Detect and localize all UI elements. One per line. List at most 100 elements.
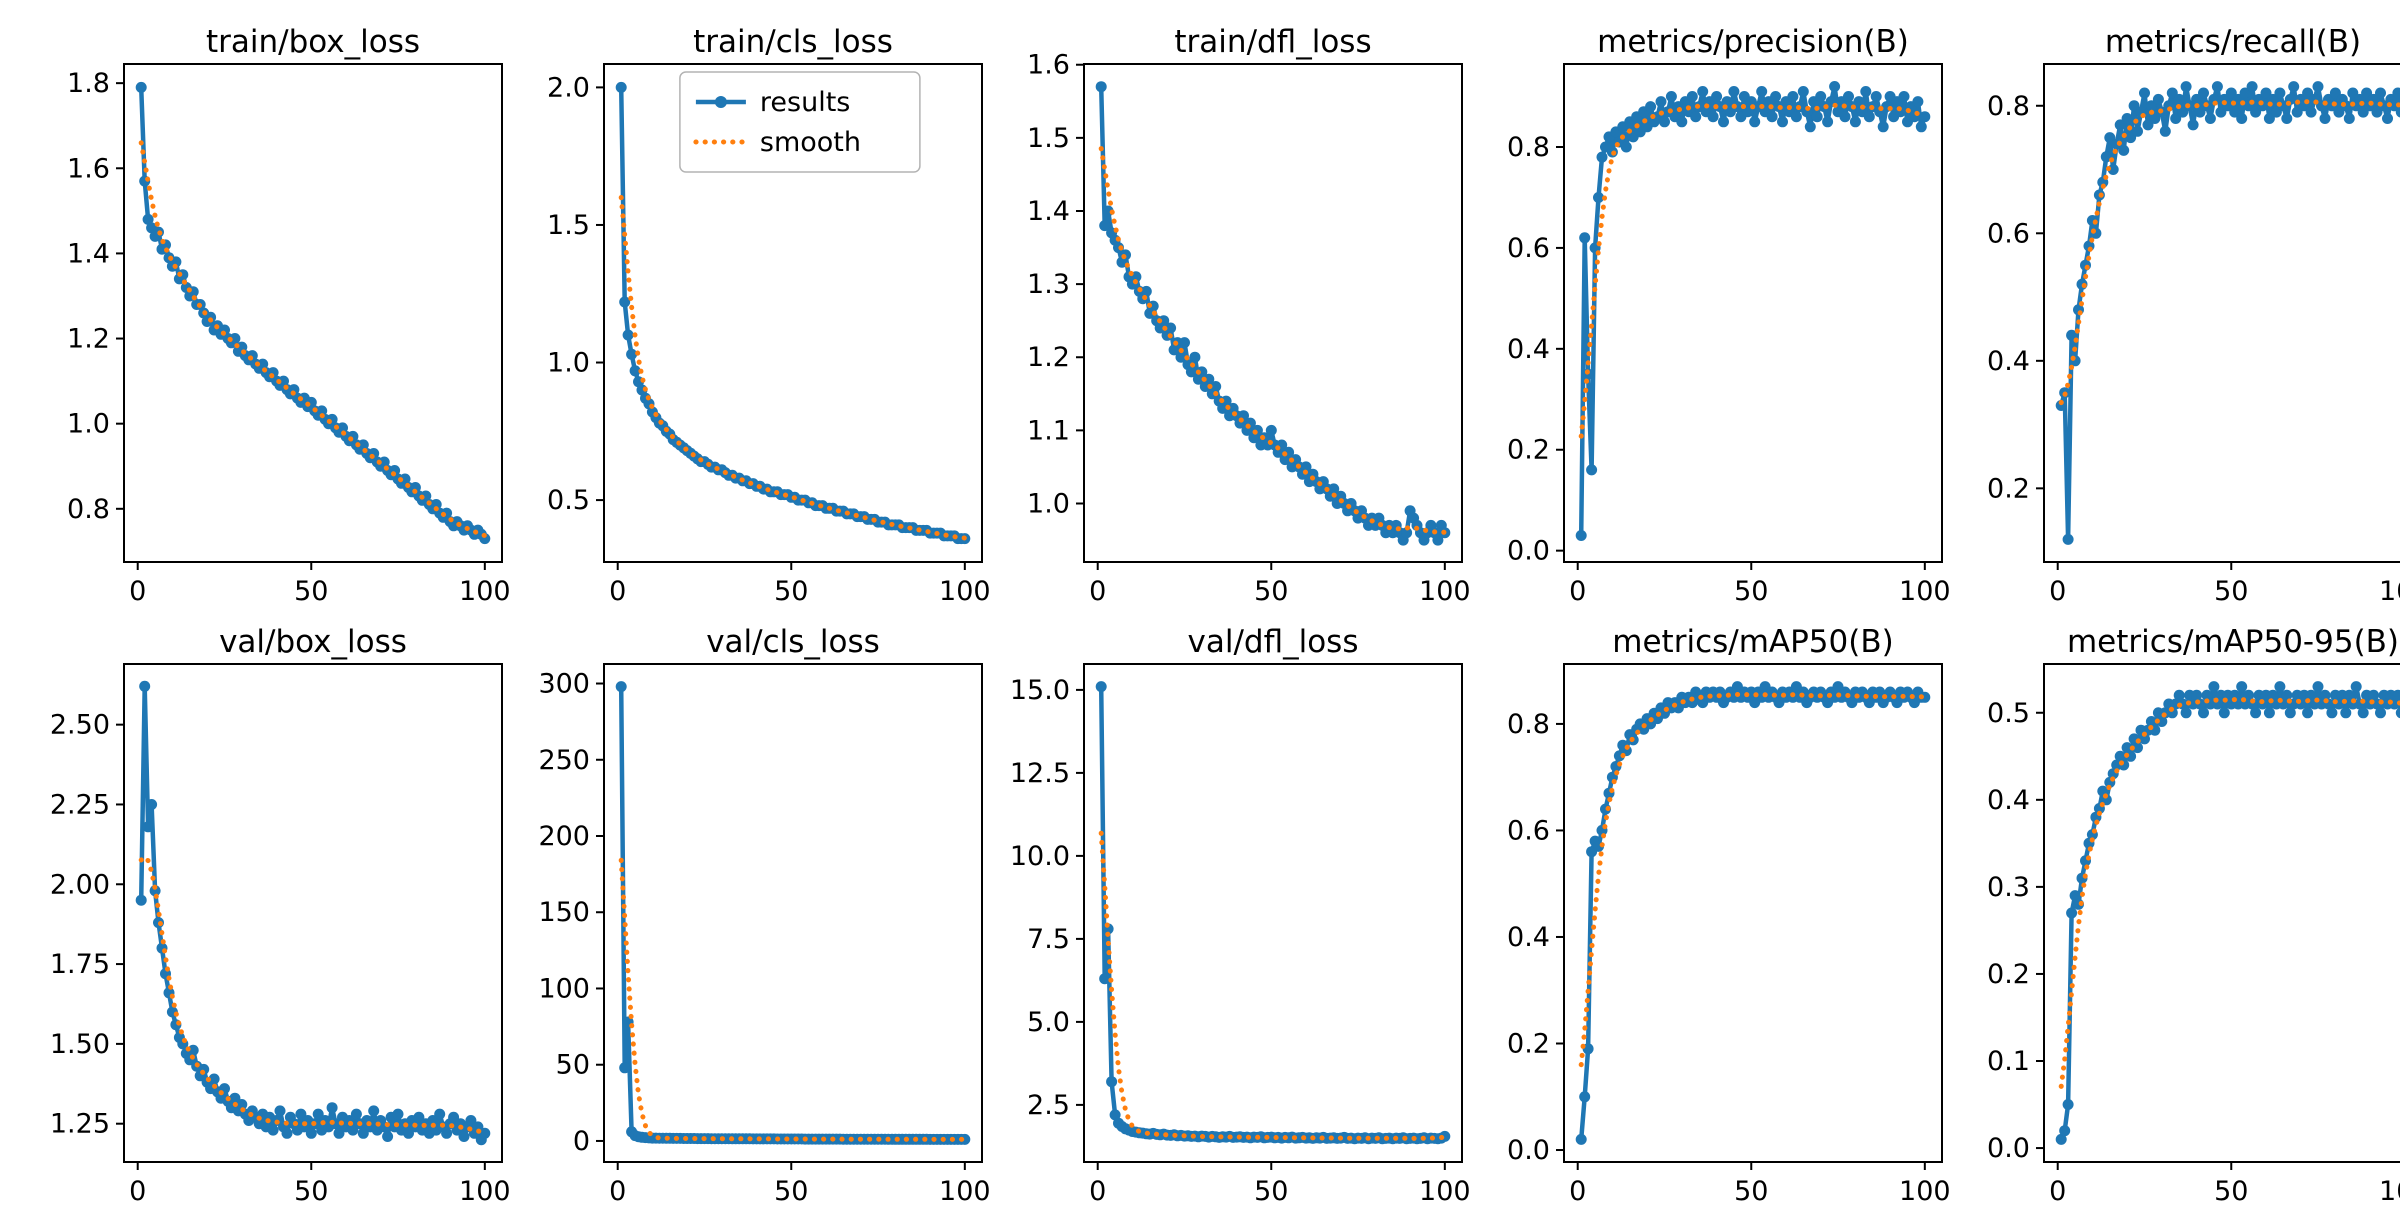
plot-canvas-8: 0 50 100 0.0 0.2 0.4 0.6 0.8: [1507, 663, 1951, 1207]
y-tick-label: 0.6: [1987, 218, 2030, 249]
y-tick-label: 0.0: [1507, 536, 1550, 567]
y-tick-label: 1.3: [1027, 269, 1070, 300]
x-tick-label: 50: [1254, 576, 1288, 607]
y-tick-label: 1.2: [67, 324, 110, 355]
x-axis-ticks: 0 50 100: [609, 1162, 991, 1207]
x-tick-label: 100: [459, 1176, 511, 1207]
x-tick-label: 0: [129, 1176, 146, 1207]
y-tick-label: 0.2: [1507, 1028, 1550, 1059]
y-tick-label: 15.0: [1010, 675, 1070, 706]
y-axis-ticks: 0.2 0.4 0.6 0.8: [1987, 91, 2044, 504]
x-tick-label: 50: [1734, 576, 1768, 607]
y-tick-label: 0.4: [1987, 785, 2030, 816]
x-axis-ticks: 0 50 100: [129, 562, 511, 607]
y-tick-label: 0.5: [547, 485, 590, 516]
results-series: [1095, 681, 1451, 1145]
axes-frame: [603, 63, 983, 563]
y-tick-label: 1.75: [50, 949, 110, 980]
plot-canvas-1: 0 50 100 0.5 1.0 1.5 2.0 results smooth: [547, 63, 991, 607]
plot-canvas-6: 0 50 100 0 50 100 150 200 250 300: [538, 663, 991, 1207]
smooth-series: [1578, 692, 1928, 1068]
x-tick-label: 100: [459, 576, 511, 607]
results-series: [1575, 681, 1931, 1145]
subplot-val-dfl-loss: val/dfl_loss 0 50 100 2.5 5.0 7.5 10.0 12.5 15.0: [1000, 616, 1480, 1216]
y-tick-label: 12.5: [1010, 758, 1070, 789]
axes-frame: [2043, 63, 2400, 563]
y-tick-label: 1.0: [1027, 488, 1070, 519]
axes-frame: [123, 663, 503, 1163]
y-tick-label: 0.3: [1987, 872, 2030, 903]
results-series: [2055, 81, 2400, 545]
x-tick-label: 0: [1089, 1176, 1106, 1207]
smooth-series: [2058, 696, 2400, 1089]
axes-frame: [1083, 663, 1463, 1163]
smooth-series: [138, 853, 488, 1135]
smooth-series: [618, 857, 968, 1142]
plot-title-metrics-map50-95: metrics/mAP50-95(B): [2066, 624, 2400, 660]
x-tick-label: 100: [1419, 576, 1471, 607]
y-tick-label: 2.25: [50, 789, 110, 820]
axes-frame: [2043, 663, 2400, 1163]
x-tick-label: 0: [1089, 576, 1106, 607]
results-series: [1095, 81, 1451, 546]
y-tick-label: 5.0: [1027, 1007, 1070, 1038]
y-axis-ticks: 1.0 1.1 1.2 1.3 1.4 1.5 1.6: [1027, 50, 1084, 519]
y-tick-label: 7.5: [1027, 924, 1070, 955]
subplot-metrics-precision: metrics/precision(B) 0 50 100 0.0 0.2 0.4 0.6 0…: [1480, 16, 1960, 616]
y-tick-label: 1.50: [50, 1029, 110, 1060]
smooth-series: [618, 195, 968, 541]
y-tick-label: 1.4: [67, 238, 110, 269]
y-tick-label: 1.4: [1027, 196, 1070, 227]
y-tick-label: 1.1: [1027, 415, 1070, 446]
x-tick-label: 50: [1734, 1176, 1768, 1207]
y-tick-label: 0.2: [1987, 959, 2030, 990]
x-tick-label: 100: [2379, 576, 2400, 607]
x-tick-label: 0: [1569, 1176, 1586, 1207]
plot-canvas-3: 0 50 100 0.0 0.2 0.4 0.6 0.8: [1507, 63, 1951, 607]
x-axis-ticks: 0 50 100: [2049, 562, 2400, 607]
x-tick-label: 50: [2214, 1176, 2248, 1207]
x-axis-ticks: 0 50 100: [609, 562, 991, 607]
results-markers: [135, 680, 491, 1146]
y-tick-label: 0.4: [1507, 922, 1550, 953]
y-tick-label: 1.25: [50, 1109, 110, 1140]
y-tick-label: 2.0: [547, 72, 590, 103]
subplot-metrics-recall: metrics/recall(B) 0 50 100 0.2 0.4 0.6 0.8: [1960, 16, 2400, 616]
results-series: [135, 680, 491, 1146]
y-tick-label: 1.6: [67, 153, 110, 184]
x-tick-label: 0: [2049, 576, 2066, 607]
y-tick-label: 0.1: [1987, 1046, 2030, 1077]
subplot-train-cls-loss: train/cls_loss 0 50 100 0.5 1.0 1.5 2.0 results…: [520, 16, 1000, 616]
results-series: [1575, 81, 1931, 541]
results-markers: [1575, 81, 1931, 541]
y-tick-label: 0.0: [1507, 1135, 1550, 1166]
y-axis-ticks: 0.0 0.1 0.2 0.3 0.4 0.5: [1987, 698, 2044, 1164]
smooth-series: [138, 140, 488, 539]
legend-label-smooth: smooth: [760, 127, 861, 158]
y-tick-label: 150: [538, 897, 590, 928]
subplot-val-cls-loss: val/cls_loss 0 50 100 0 50 100 150 200 250 300: [520, 616, 1000, 1216]
y-axis-ticks: 0.0 0.2 0.4 0.6 0.8: [1507, 132, 1564, 567]
y-axis-ticks: 0.5 1.0 1.5 2.0: [547, 72, 604, 516]
plot-title-metrics-precision: metrics/precision(B): [1597, 24, 1909, 60]
x-tick-label: 0: [609, 576, 626, 607]
smooth-series: [2058, 99, 2400, 406]
x-axis-ticks: 0 50 100: [1089, 1162, 1471, 1207]
x-tick-label: 50: [774, 576, 808, 607]
y-tick-label: 1.5: [1027, 123, 1070, 154]
y-tick-label: 0: [573, 1126, 590, 1157]
legend: results smooth: [679, 71, 921, 173]
smooth-series: [1098, 146, 1448, 535]
y-axis-ticks: 0 50 100 150 200 250 300: [538, 669, 604, 1157]
x-axis-ticks: 0 50 100: [2049, 1162, 2400, 1207]
x-axis-ticks: 0 50 100: [1089, 562, 1471, 607]
y-tick-label: 300: [538, 669, 590, 700]
x-tick-label: 0: [129, 576, 146, 607]
y-tick-label: 0.8: [67, 494, 110, 525]
plot-canvas-2: 0 50 100 1.0 1.1 1.2 1.3 1.4 1.5 1.6: [1027, 50, 1471, 607]
y-tick-label: 0.5: [1987, 698, 2030, 729]
x-tick-label: 100: [1899, 1176, 1951, 1207]
y-tick-label: 0.0: [1987, 1133, 2030, 1164]
subplot-val-box-loss: val/box_loss 0 50 100 1.25 1.50 1.75 2.00 2.25 2…: [40, 616, 520, 1216]
